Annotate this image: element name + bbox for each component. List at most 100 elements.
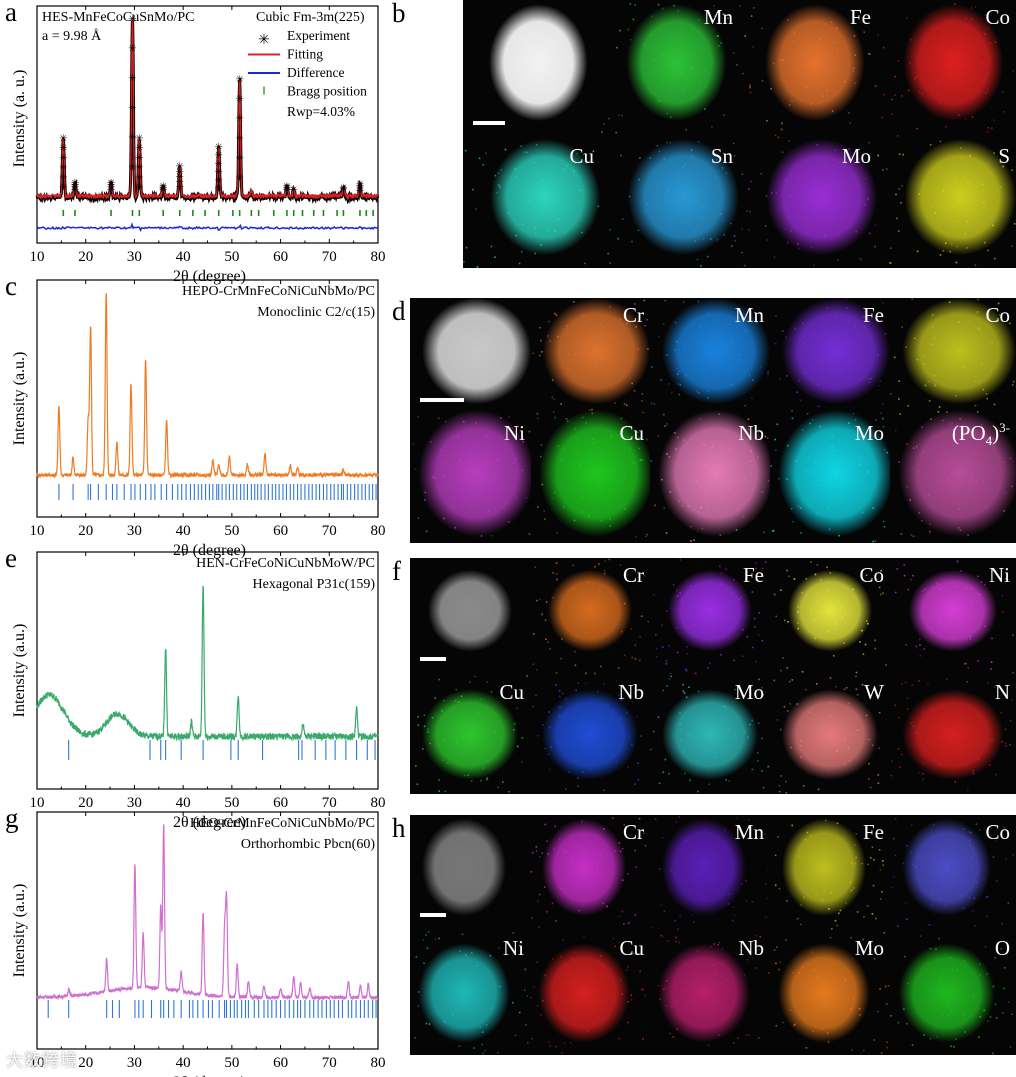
noise-dot bbox=[760, 365, 762, 368]
noise-dot bbox=[956, 585, 958, 588]
noise-dot bbox=[720, 848, 723, 850]
noise-dot bbox=[992, 985, 995, 988]
noise-dot bbox=[896, 217, 898, 220]
noise-dot bbox=[931, 904, 933, 906]
noise-dot bbox=[862, 307, 865, 309]
noise-dot bbox=[823, 890, 826, 892]
noise-dot bbox=[690, 540, 692, 542]
noise-dot bbox=[809, 834, 812, 837]
noise-dot bbox=[577, 844, 579, 847]
noise-dot bbox=[469, 477, 472, 480]
noise-dot bbox=[800, 904, 802, 906]
noise-dot bbox=[465, 986, 467, 988]
noise-dot bbox=[916, 250, 919, 253]
noise-dot bbox=[628, 736, 631, 739]
noise-dot bbox=[487, 760, 489, 762]
noise-dot bbox=[676, 1000, 679, 1003]
noise-dot bbox=[577, 785, 579, 788]
noise-dot bbox=[530, 997, 532, 999]
noise-dot bbox=[860, 463, 862, 466]
experiment-marker: ✳ bbox=[176, 177, 184, 188]
noise-dot bbox=[971, 856, 973, 858]
noise-dot bbox=[980, 362, 983, 365]
noise-dot bbox=[577, 682, 580, 684]
noise-dot bbox=[927, 682, 929, 685]
noise-dot bbox=[718, 941, 721, 944]
noise-dot bbox=[695, 479, 698, 482]
noise-dot bbox=[836, 924, 839, 927]
noise-dot bbox=[812, 418, 814, 421]
noise-dot bbox=[505, 449, 507, 451]
noise-dot bbox=[533, 161, 536, 164]
noise-dot bbox=[966, 681, 968, 683]
noise-dot bbox=[868, 381, 871, 383]
particle-signal bbox=[903, 4, 1004, 121]
noise-dot bbox=[438, 779, 440, 781]
noise-dot bbox=[820, 220, 823, 223]
noise-dot bbox=[660, 904, 663, 907]
noise-dot bbox=[602, 714, 605, 717]
noise-dot bbox=[635, 325, 637, 328]
noise-dot bbox=[685, 840, 687, 842]
noise-dot bbox=[832, 164, 834, 166]
noise-dot bbox=[743, 478, 745, 481]
noise-dot bbox=[864, 203, 866, 206]
noise-dot bbox=[761, 770, 763, 772]
noise-dot bbox=[644, 211, 646, 213]
noise-dot bbox=[877, 782, 880, 784]
noise-dot bbox=[661, 624, 664, 627]
noise-dot bbox=[974, 404, 977, 407]
noise-dot bbox=[831, 963, 834, 966]
noise-dot bbox=[705, 751, 708, 753]
noise-dot bbox=[864, 315, 867, 317]
noise-dot bbox=[524, 968, 527, 971]
noise-dot bbox=[514, 458, 517, 461]
noise-dot bbox=[886, 451, 888, 454]
noise-dot bbox=[798, 176, 801, 179]
noise-dot bbox=[480, 757, 483, 759]
noise-dot bbox=[785, 227, 787, 230]
noise-dot bbox=[715, 752, 717, 755]
noise-dot bbox=[672, 584, 675, 586]
noise-dot bbox=[854, 82, 857, 85]
noise-dot bbox=[593, 335, 596, 338]
noise-dot bbox=[551, 497, 553, 500]
noise-dot bbox=[675, 940, 677, 943]
noise-dot bbox=[700, 858, 702, 860]
noise-dot bbox=[882, 425, 885, 428]
noise-dot bbox=[794, 1023, 796, 1026]
eds-map-ni: Ni bbox=[410, 409, 535, 543]
noise-dot bbox=[480, 698, 482, 700]
particle-signal bbox=[489, 4, 588, 121]
legend-label: Experiment bbox=[287, 28, 350, 43]
noise-dot bbox=[573, 588, 575, 591]
noise-dot bbox=[829, 572, 832, 574]
noise-dot bbox=[755, 567, 757, 570]
noise-dot bbox=[559, 715, 561, 717]
noise-dot bbox=[654, 504, 656, 507]
particle-signal bbox=[662, 818, 746, 916]
noise-dot bbox=[944, 987, 947, 990]
noise-dot bbox=[695, 884, 698, 887]
x-tick-label: 80 bbox=[371, 1055, 386, 1071]
noise-dot bbox=[741, 173, 744, 175]
noise-dot bbox=[894, 854, 897, 857]
noise-dot bbox=[993, 403, 996, 406]
noise-dot bbox=[665, 532, 668, 534]
noise-dot bbox=[843, 764, 846, 767]
noise-dot bbox=[567, 973, 570, 976]
noise-dot bbox=[839, 909, 842, 912]
noise-dot bbox=[514, 168, 517, 170]
noise-dot bbox=[742, 72, 744, 75]
noise-dot bbox=[490, 245, 493, 248]
noise-dot bbox=[746, 210, 748, 212]
noise-dot bbox=[775, 315, 777, 317]
noise-dot bbox=[423, 725, 426, 728]
noise-dot bbox=[568, 747, 570, 749]
particle-signal bbox=[422, 298, 531, 405]
noise-dot bbox=[1012, 70, 1014, 72]
noise-dot bbox=[558, 967, 560, 970]
noise-dot bbox=[663, 413, 665, 416]
noise-dot bbox=[570, 1013, 573, 1015]
noise-dot bbox=[918, 193, 921, 195]
